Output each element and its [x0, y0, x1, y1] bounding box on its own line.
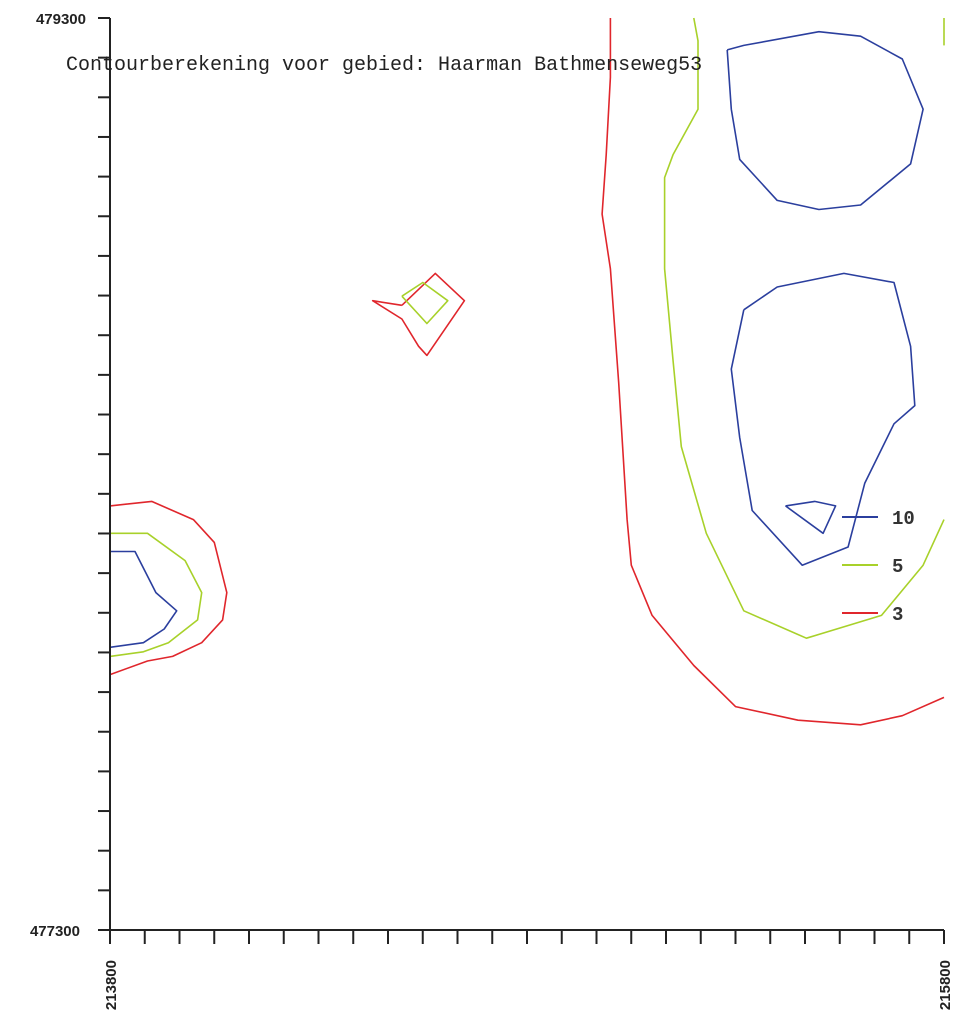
x-tick-label-right: 215800 — [937, 960, 954, 1010]
contour-line-10 — [726, 30, 924, 211]
contour-line-3 — [109, 500, 228, 676]
legend-label-10: 10 — [892, 508, 915, 530]
legend: 10 5 3 — [842, 508, 915, 626]
chart-title: Contourberekening voor gebied: Haarman B… — [66, 54, 702, 77]
contour-line-10 — [785, 500, 837, 535]
y-tick-label-top: 479300 — [36, 11, 86, 28]
y-axis-ticks — [98, 17, 110, 931]
x-axis-ticks — [109, 930, 945, 944]
contour-line-3 — [371, 272, 466, 357]
contour-line-3 — [601, 18, 945, 726]
contour-line-10 — [109, 550, 178, 649]
legend-label-3: 3 — [892, 604, 903, 626]
contour-line-10 — [730, 272, 916, 567]
x-tick-label-left: 213800 — [103, 960, 120, 1010]
contour-line-5 — [401, 281, 449, 325]
axes — [98, 17, 945, 944]
y-tick-label-bottom: 477300 — [30, 923, 80, 940]
legend-label-5: 5 — [892, 556, 903, 578]
contour-layer — [109, 17, 945, 726]
contour-line-5 — [109, 532, 203, 658]
contour-line-5 — [663, 17, 945, 640]
